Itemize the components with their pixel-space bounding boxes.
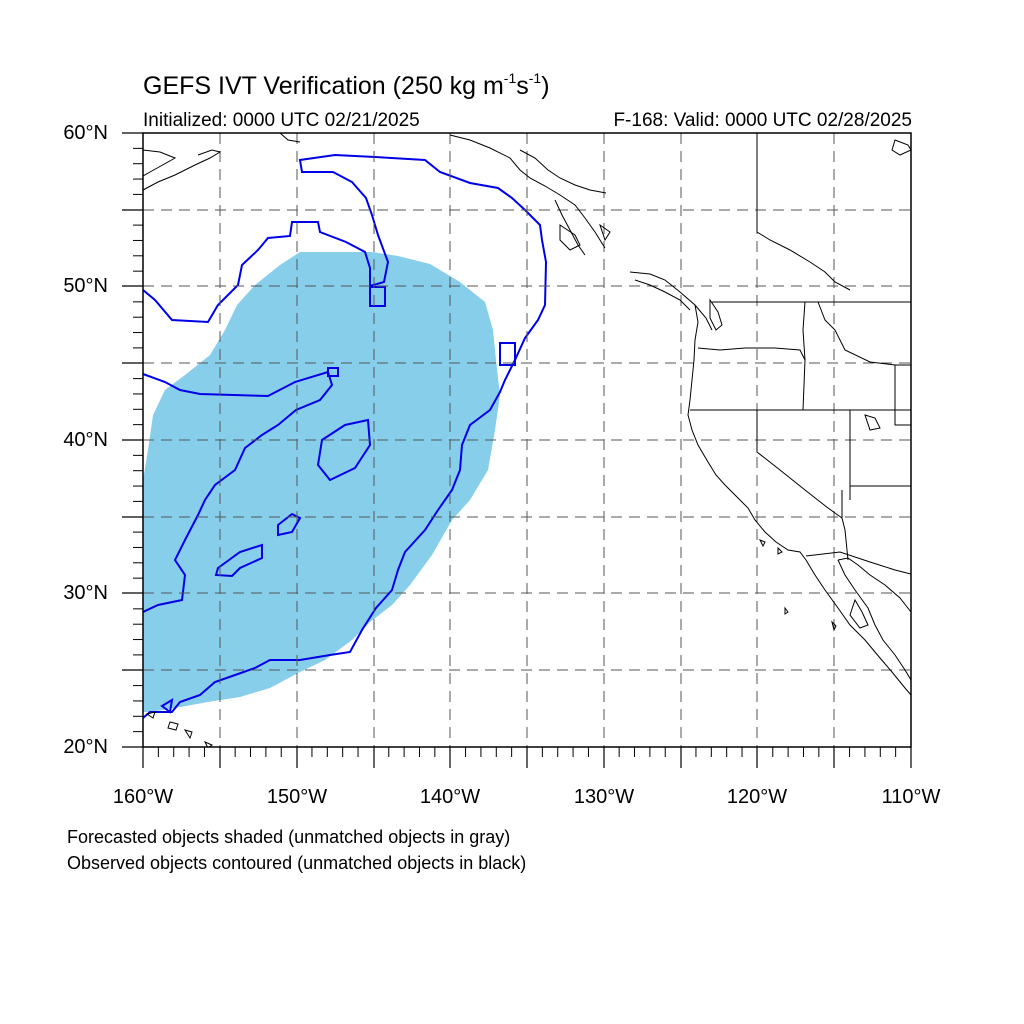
- valid-time: F-168: Valid: 0000 UTC 02/28/2025: [613, 110, 912, 131]
- caption-observed: Observed objects contoured (unmatched ob…: [67, 853, 527, 873]
- observed-object-contour-inner: [143, 370, 334, 613]
- lon-label-120w: 120°W: [726, 786, 788, 808]
- initialized-time: Initialized: 0000 UTC 02/21/2025: [143, 110, 420, 131]
- observed-hole-3: [277, 512, 302, 537]
- lat-label-60: 60°N: [63, 122, 108, 144]
- political-borders: [690, 133, 911, 575]
- observed-box-1: [499, 342, 516, 366]
- map-grid: [143, 133, 911, 747]
- minor-ticks: [133, 147, 897, 757]
- lon-label-150w: 150°W: [266, 786, 328, 808]
- observed-hole-4: [160, 698, 174, 714]
- observed-hole-2: [214, 543, 263, 578]
- forecast-object-shaded: [143, 252, 500, 712]
- lat-label-50: 50°N: [63, 275, 108, 297]
- lon-label-130w: 130°W: [573, 786, 635, 808]
- lat-label-30: 30°N: [63, 582, 108, 604]
- lat-label-20: 20°N: [63, 736, 108, 758]
- map-title: GEFS IVT Verification (250 kg m-1s-1): [143, 70, 550, 100]
- coastlines: [143, 133, 911, 747]
- caption-forecast: Forecasted objects shaded (unmatched obj…: [67, 827, 511, 847]
- observed-hole-1: [316, 418, 372, 482]
- lon-label-160w: 160°W: [112, 786, 174, 808]
- axis-ticks: [122, 132, 912, 768]
- lon-label-110w: 110°W: [881, 786, 941, 808]
- observed-hole-5: [327, 367, 339, 377]
- lon-label-140w: 140°W: [419, 786, 481, 808]
- lat-label-40: 40°N: [63, 429, 108, 451]
- observed-box-2: [369, 286, 386, 307]
